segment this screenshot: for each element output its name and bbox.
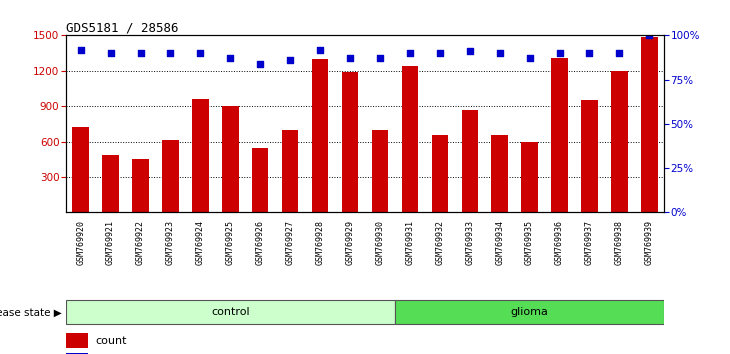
Bar bbox=[192, 99, 209, 212]
Point bbox=[225, 56, 237, 61]
Bar bbox=[222, 106, 239, 212]
Point bbox=[584, 50, 596, 56]
Text: GSM769921: GSM769921 bbox=[106, 220, 115, 265]
Text: GSM769929: GSM769929 bbox=[345, 220, 355, 265]
Text: GSM769938: GSM769938 bbox=[615, 220, 624, 265]
Text: GSM769920: GSM769920 bbox=[76, 220, 85, 265]
Point bbox=[613, 50, 625, 56]
Text: count: count bbox=[95, 336, 126, 346]
Bar bbox=[641, 36, 658, 212]
Text: GSM769933: GSM769933 bbox=[465, 220, 474, 265]
Point bbox=[404, 50, 416, 56]
Bar bbox=[402, 66, 418, 212]
Point bbox=[75, 47, 87, 52]
Point bbox=[254, 61, 266, 67]
Bar bbox=[431, 135, 448, 212]
Point bbox=[644, 33, 656, 38]
Text: GSM769932: GSM769932 bbox=[435, 220, 445, 265]
Point bbox=[194, 50, 207, 56]
Text: disease state ▶: disease state ▶ bbox=[0, 307, 62, 318]
Text: GSM769937: GSM769937 bbox=[585, 220, 594, 265]
Text: GDS5181 / 28586: GDS5181 / 28586 bbox=[66, 21, 178, 34]
Text: GSM769925: GSM769925 bbox=[226, 220, 235, 265]
Bar bbox=[102, 155, 119, 212]
Text: GSM769935: GSM769935 bbox=[525, 220, 534, 265]
Point bbox=[134, 50, 146, 56]
Text: GSM769931: GSM769931 bbox=[405, 220, 415, 265]
Point bbox=[105, 50, 117, 56]
Text: GSM769936: GSM769936 bbox=[555, 220, 564, 265]
Text: GSM769928: GSM769928 bbox=[315, 220, 325, 265]
Point bbox=[434, 50, 445, 56]
Bar bbox=[551, 58, 568, 212]
Text: glioma: glioma bbox=[511, 307, 548, 318]
Bar bbox=[581, 100, 598, 212]
Point bbox=[314, 47, 326, 52]
Text: control: control bbox=[211, 307, 250, 318]
Bar bbox=[491, 135, 508, 212]
Point bbox=[374, 56, 386, 61]
Text: GSM769934: GSM769934 bbox=[495, 220, 504, 265]
Point bbox=[345, 56, 356, 61]
Bar bbox=[66, 353, 88, 354]
Bar bbox=[72, 127, 89, 212]
Bar bbox=[611, 71, 628, 212]
Point bbox=[165, 50, 177, 56]
Bar bbox=[162, 141, 179, 212]
Text: GSM769926: GSM769926 bbox=[255, 220, 265, 265]
Bar bbox=[461, 110, 478, 212]
Bar bbox=[66, 333, 88, 348]
Bar bbox=[132, 159, 149, 212]
Bar bbox=[66, 301, 395, 324]
Text: GSM769923: GSM769923 bbox=[166, 220, 175, 265]
Text: GSM769930: GSM769930 bbox=[375, 220, 385, 265]
Bar bbox=[342, 72, 358, 212]
Point bbox=[524, 56, 536, 61]
Bar bbox=[395, 301, 664, 324]
Point bbox=[494, 50, 506, 56]
Text: GSM769922: GSM769922 bbox=[136, 220, 145, 265]
Bar bbox=[312, 59, 328, 212]
Text: GSM769924: GSM769924 bbox=[196, 220, 205, 265]
Text: GSM769939: GSM769939 bbox=[645, 220, 654, 265]
Bar bbox=[252, 148, 269, 212]
Point bbox=[464, 48, 476, 54]
Bar bbox=[282, 130, 299, 212]
Text: GSM769927: GSM769927 bbox=[285, 220, 295, 265]
Point bbox=[285, 57, 296, 63]
Bar bbox=[372, 130, 388, 212]
Bar bbox=[521, 142, 538, 212]
Point bbox=[554, 50, 566, 56]
